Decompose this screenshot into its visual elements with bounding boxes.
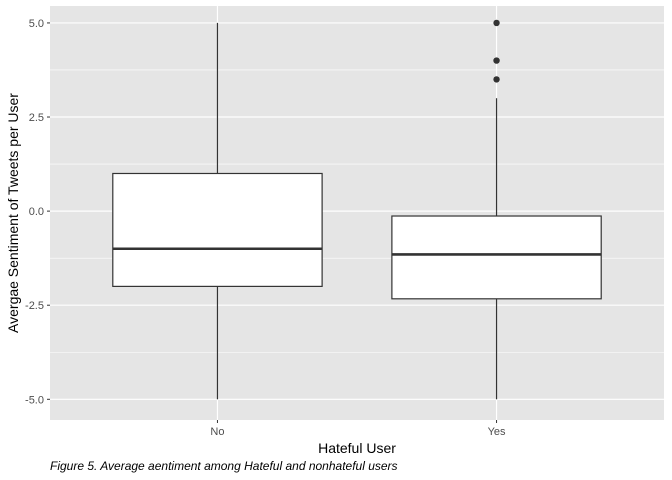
y-tick-label: -2.5 <box>25 300 44 312</box>
iqr-box <box>112 172 323 287</box>
box-yes <box>391 19 602 400</box>
outlier-point <box>493 76 500 83</box>
x-tick-label: Yes <box>488 426 506 438</box>
y-axis-title: Avergae Sentiment of Tweets per User <box>5 93 21 333</box>
box-no <box>112 22 323 400</box>
y-tick-label: 0.0 <box>29 206 44 218</box>
y-tick-label: 2.5 <box>29 112 44 124</box>
outlier-point <box>493 19 500 27</box>
boxes <box>112 19 602 400</box>
y-tick-label: -5.0 <box>25 394 44 406</box>
x-tick-label: No <box>210 426 224 438</box>
axes: -5.0 -2.5 0.0 2.5 5.0 No Yes <box>25 18 506 438</box>
iqr-box <box>391 215 602 300</box>
outlier-point <box>493 57 500 64</box>
x-axis-title: Hateful User <box>318 440 396 456</box>
figure-caption: Figure 5. Average aentiment among Hatefu… <box>50 459 398 473</box>
y-tick-label: 5.0 <box>29 18 44 30</box>
